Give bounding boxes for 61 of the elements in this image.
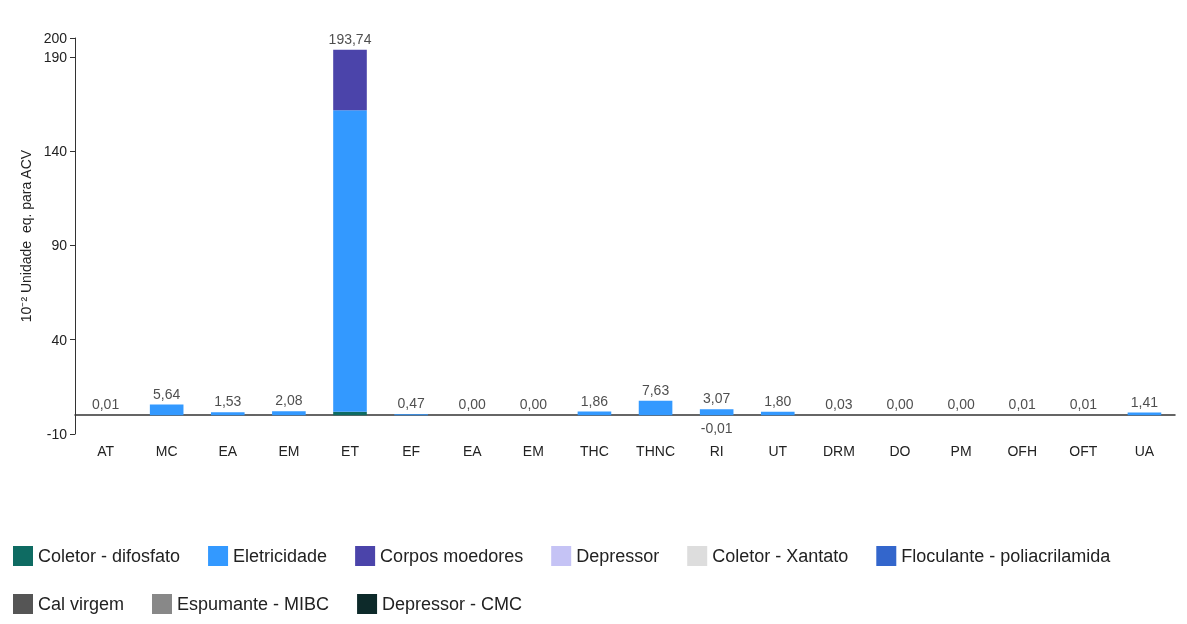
total-label: 5,64 — [153, 385, 181, 402]
total-label: 0,00 — [458, 396, 487, 413]
legend-label: Depressor - CMC — [382, 594, 523, 614]
total-label: 1,86 — [580, 392, 609, 409]
total-label: 0,01 — [1008, 396, 1037, 413]
total-label: 7,63 — [641, 381, 670, 398]
total-label: 0,03 — [825, 396, 853, 413]
total-label: 1,80 — [764, 392, 792, 409]
total-label: 0,47 — [397, 395, 425, 412]
total-label: 0,01 — [91, 396, 120, 413]
y-axis-title: 10⁻² Unidade eq. para ACV — [17, 149, 34, 323]
x-tick-label: AT — [97, 443, 115, 459]
x-tick-label: UT — [768, 443, 788, 459]
bar — [333, 49, 367, 111]
x-tick-label: OFH — [1007, 443, 1037, 459]
legend-label: Coletor - Xantato — [712, 546, 849, 566]
y-tick-label: 90 — [51, 237, 68, 254]
x-tick-label: THC — [580, 443, 609, 459]
bar — [333, 411, 367, 416]
total-label: 0,00 — [947, 396, 975, 413]
total-label: 1,41 — [1130, 393, 1159, 410]
legend-label: Coletor - difosfato — [38, 546, 181, 566]
bar — [699, 409, 734, 416]
y-tick-label: 140 — [43, 143, 68, 160]
bar — [149, 404, 184, 416]
x-tick-label: EA — [462, 443, 483, 459]
x-tick-label: ET — [341, 443, 360, 459]
total-label: 3,07 — [703, 390, 731, 407]
annotation: -0,01 — [700, 420, 733, 437]
legend-label: Eletricidade — [233, 546, 328, 566]
y-tick-label: 40 — [51, 331, 68, 348]
legend-label: Cal virgem — [38, 594, 125, 614]
x-tick-label: MC — [155, 443, 178, 459]
y-tick-label: 190 — [43, 48, 68, 65]
x-tick-label: EM — [522, 443, 544, 459]
legend-label: Depressor — [576, 546, 660, 566]
x-tick-label: EA — [218, 443, 238, 459]
bar — [272, 411, 306, 416]
x-tick-label: PM — [950, 443, 972, 459]
total-label: 193,74 — [328, 30, 372, 47]
legend-label: Corpos moedores — [380, 546, 524, 566]
x-tick-label: EM — [278, 443, 300, 459]
x-tick-label: OFT — [1069, 443, 1098, 459]
total-label: 1,53 — [214, 393, 242, 410]
bar — [210, 412, 245, 416]
legend-label: Floculante - poliacrilamida — [901, 546, 1112, 566]
x-tick-label: DRM — [822, 443, 855, 459]
x-tick-label: THNC — [636, 443, 675, 459]
y-tick-label: -10 — [46, 426, 68, 442]
bar — [638, 400, 673, 416]
x-tick-label: UA — [1134, 443, 1155, 459]
x-tick-label: RI — [709, 443, 724, 459]
total-label: 0,00 — [886, 396, 914, 413]
bar — [333, 110, 367, 412]
x-tick-label: EF — [402, 443, 421, 459]
y-tick-label: 200 — [43, 30, 68, 46]
x-tick-label: DO — [889, 443, 911, 459]
total-label: 0,01 — [1069, 396, 1098, 413]
total-label: 0,00 — [519, 396, 548, 413]
legend-label: Espumante - MIBC — [177, 594, 330, 614]
total-label: 2,08 — [275, 392, 303, 409]
